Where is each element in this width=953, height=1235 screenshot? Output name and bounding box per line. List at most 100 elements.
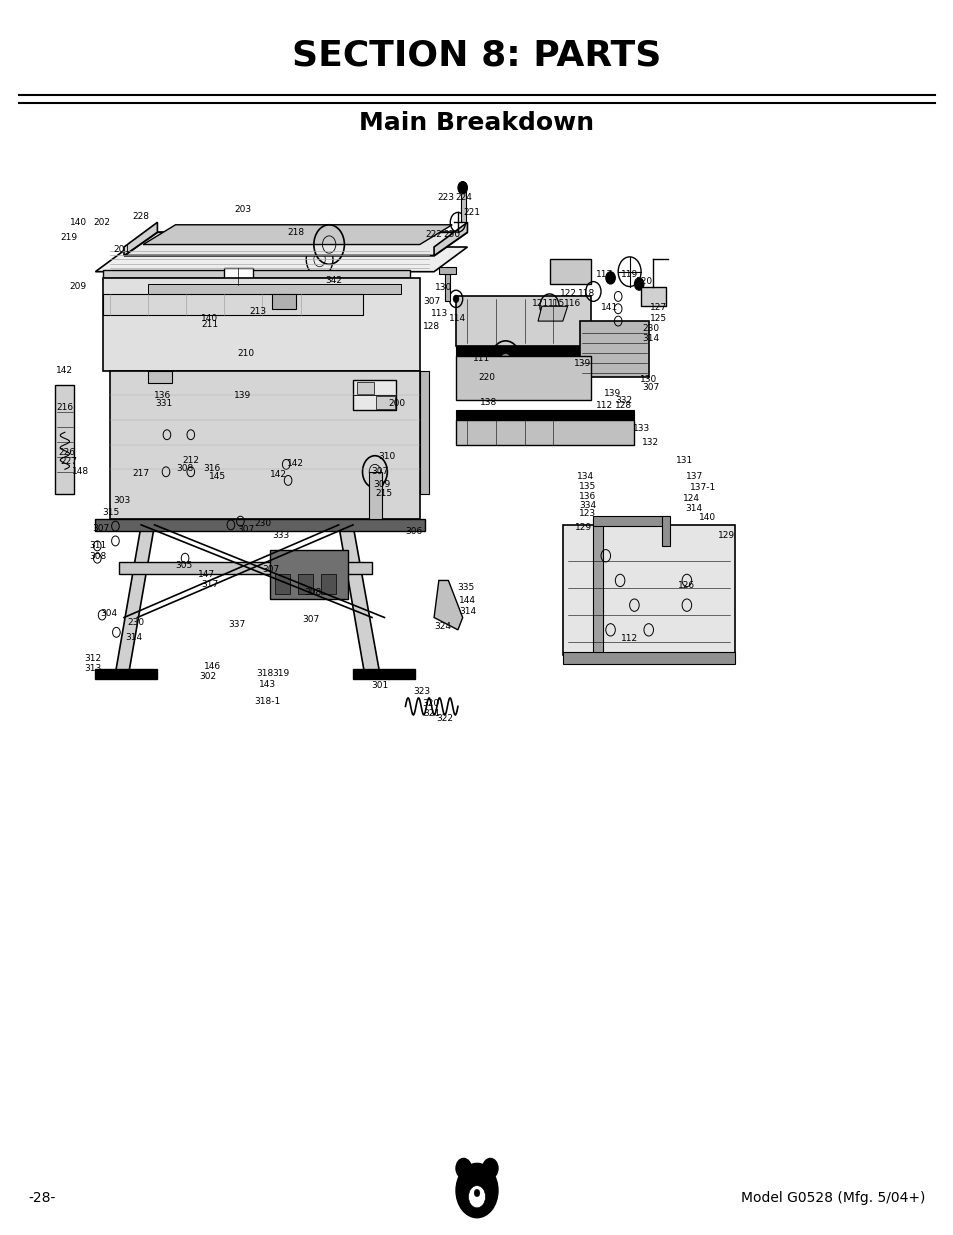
Circle shape [456, 1158, 471, 1178]
Text: 137-1: 137-1 [689, 483, 716, 493]
Text: 227: 227 [60, 457, 77, 467]
Text: 115: 115 [547, 299, 564, 309]
Text: 136: 136 [153, 390, 171, 400]
Text: 140: 140 [70, 217, 87, 227]
Polygon shape [124, 222, 157, 256]
Text: 130: 130 [435, 283, 452, 293]
Circle shape [482, 1158, 497, 1178]
Polygon shape [143, 225, 452, 245]
Text: 222: 222 [425, 230, 442, 240]
Circle shape [634, 278, 643, 290]
Circle shape [605, 272, 615, 284]
Circle shape [456, 1163, 497, 1218]
Text: 142: 142 [287, 458, 304, 468]
Text: Model G0528 (Mfg. 5/04+): Model G0528 (Mfg. 5/04+) [740, 1191, 924, 1205]
Text: 128: 128 [422, 321, 439, 331]
Text: 134: 134 [577, 472, 594, 482]
Text: 333: 333 [272, 531, 289, 541]
Text: 203: 203 [234, 205, 252, 215]
Polygon shape [434, 580, 462, 630]
Text: 220: 220 [477, 373, 495, 383]
Text: 308: 308 [176, 463, 193, 473]
Text: 112: 112 [620, 634, 638, 643]
Polygon shape [460, 191, 465, 222]
Polygon shape [119, 562, 372, 574]
Polygon shape [148, 284, 400, 294]
Text: 317: 317 [201, 579, 218, 589]
Polygon shape [115, 525, 154, 673]
Polygon shape [549, 259, 591, 284]
Text: 311: 311 [90, 541, 107, 551]
Text: 202: 202 [93, 217, 111, 227]
Text: 318: 318 [256, 668, 274, 678]
Text: 320: 320 [422, 699, 439, 709]
Text: 117: 117 [596, 269, 613, 279]
Text: 201: 201 [113, 245, 131, 254]
Text: 139: 139 [574, 358, 591, 368]
Text: 213: 213 [249, 306, 266, 316]
Text: 140: 140 [699, 513, 716, 522]
Polygon shape [456, 346, 591, 356]
Polygon shape [640, 287, 665, 306]
Text: 228: 228 [132, 211, 150, 221]
Polygon shape [593, 516, 667, 526]
Text: 230: 230 [641, 324, 659, 333]
Text: 307: 307 [237, 525, 254, 535]
Polygon shape [103, 278, 419, 370]
Polygon shape [270, 550, 348, 599]
Polygon shape [110, 370, 419, 519]
Text: 122: 122 [559, 289, 577, 299]
Text: 226: 226 [58, 447, 75, 457]
Text: 127: 127 [649, 303, 666, 312]
Text: 126: 126 [678, 580, 695, 590]
Polygon shape [661, 516, 669, 546]
Text: 129: 129 [575, 522, 592, 532]
Text: 210: 210 [237, 348, 254, 358]
Polygon shape [579, 321, 648, 377]
Text: 230: 230 [443, 230, 460, 240]
Text: 331: 331 [155, 399, 172, 409]
Polygon shape [274, 574, 290, 594]
Circle shape [474, 1189, 479, 1197]
Polygon shape [338, 525, 379, 673]
Text: 124: 124 [682, 494, 700, 504]
Text: 301: 301 [371, 680, 388, 690]
Text: 139: 139 [603, 389, 620, 399]
Circle shape [453, 295, 458, 303]
Text: 342: 342 [325, 275, 342, 285]
Text: 129: 129 [718, 531, 735, 541]
Text: Main Breakdown: Main Breakdown [359, 111, 594, 136]
Text: 230: 230 [254, 519, 272, 529]
Text: SECTION 8: PARTS: SECTION 8: PARTS [292, 38, 661, 73]
Text: 212: 212 [182, 456, 199, 466]
Text: 223: 223 [436, 193, 454, 203]
Text: 321: 321 [423, 709, 440, 719]
Text: 307: 307 [92, 524, 110, 534]
Text: 139: 139 [233, 390, 251, 400]
Polygon shape [356, 382, 374, 394]
Polygon shape [456, 420, 634, 445]
Polygon shape [537, 306, 567, 321]
Text: 141: 141 [600, 303, 618, 312]
Text: 142: 142 [270, 469, 287, 479]
Text: 215: 215 [375, 489, 392, 499]
Text: 112: 112 [596, 400, 613, 410]
Text: 306: 306 [405, 526, 422, 536]
Text: 219: 219 [60, 232, 77, 242]
Polygon shape [103, 294, 362, 315]
Text: 310: 310 [378, 452, 395, 462]
Text: 303: 303 [113, 495, 131, 505]
Text: 314: 314 [684, 504, 701, 514]
Polygon shape [434, 222, 467, 256]
Polygon shape [353, 669, 415, 679]
Polygon shape [103, 270, 410, 278]
Text: 121: 121 [532, 299, 549, 309]
Polygon shape [444, 274, 450, 301]
Text: 123: 123 [578, 509, 596, 519]
Polygon shape [224, 268, 253, 285]
Polygon shape [562, 525, 734, 655]
Polygon shape [55, 385, 74, 494]
Text: 335: 335 [456, 583, 474, 593]
Polygon shape [124, 232, 467, 256]
Circle shape [468, 1186, 485, 1208]
